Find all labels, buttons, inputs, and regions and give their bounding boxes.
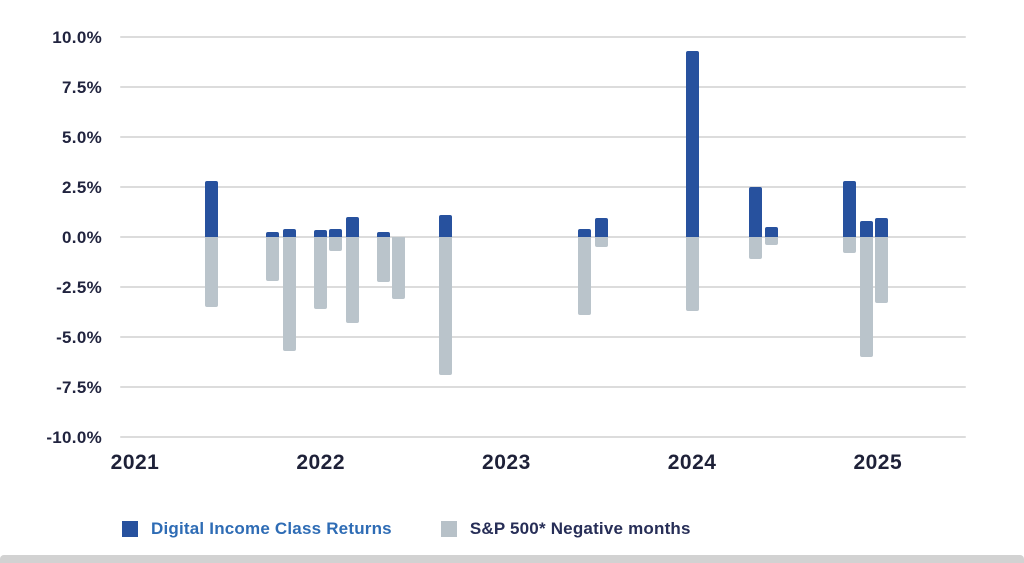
digital-income-bar xyxy=(577,229,591,237)
sp500-negative-bar xyxy=(345,237,359,323)
legend-swatch-digital-income-icon xyxy=(122,521,138,537)
digital-income-bar xyxy=(314,230,328,237)
gridline xyxy=(120,336,966,338)
sp500-negative-bar xyxy=(843,237,857,253)
gridline xyxy=(120,136,966,138)
digital-income-bar xyxy=(282,229,296,237)
gridline xyxy=(120,36,966,38)
gridline xyxy=(120,186,966,188)
sp500-negative-bar xyxy=(282,237,296,351)
digital-income-bar xyxy=(265,232,279,237)
gridline xyxy=(120,86,966,88)
digital-income-bar xyxy=(765,227,779,237)
digital-income-bar xyxy=(377,232,391,237)
sp500-negative-bar xyxy=(438,237,452,375)
sp500-negative-bar xyxy=(329,237,343,251)
x-axis-tick-label: 2023 xyxy=(482,451,531,474)
bottom-divider xyxy=(0,555,1024,563)
digital-income-bar xyxy=(860,221,874,237)
y-axis-tick-label: 10.0% xyxy=(52,28,102,47)
sp500-negative-bar xyxy=(748,237,762,259)
y-axis-tick-label: -7.5% xyxy=(56,378,102,397)
sp500-negative-bar xyxy=(685,237,699,311)
y-axis-tick-label: 2.5% xyxy=(62,178,102,197)
sp500-negative-bar xyxy=(314,237,328,309)
sp500-negative-bar xyxy=(860,237,874,357)
sp500-negative-bar xyxy=(377,237,391,282)
digital-income-bar xyxy=(329,229,343,237)
x-axis-tick-label: 2024 xyxy=(667,451,717,474)
gridline xyxy=(120,386,966,388)
y-axis-tick-label: -10.0% xyxy=(46,428,102,447)
legend-label-digital-income: Digital Income Class Returns xyxy=(151,519,392,538)
sp500-negative-bar xyxy=(265,237,279,281)
x-axis-tick-label: 2025 xyxy=(853,451,903,474)
digital-income-bar xyxy=(685,51,699,237)
chart-legend: Digital Income Class Returns S&P 500* Ne… xyxy=(122,519,691,539)
digital-income-bar xyxy=(345,217,359,237)
legend-item-sp500-negative: S&P 500* Negative months xyxy=(440,519,691,539)
x-axis-tick-label: 2022 xyxy=(296,451,346,474)
digital-income-bar xyxy=(843,181,857,237)
legend-swatch-sp500-icon xyxy=(440,521,457,537)
sp500-negative-bar xyxy=(577,237,591,315)
digital-income-bar xyxy=(875,218,888,237)
digital-income-bar xyxy=(204,181,218,237)
legend-label-sp500-negative: S&P 500* Negative months xyxy=(469,519,691,538)
y-axis-tick-label: 0.0% xyxy=(62,228,102,247)
sp500-negative-bar xyxy=(875,237,888,303)
sp500-negative-bar xyxy=(392,237,406,299)
legend-item-digital-income: Digital Income Class Returns xyxy=(122,519,392,539)
digital-income-bar xyxy=(748,187,762,237)
y-axis-tick-label: -5.0% xyxy=(56,328,102,347)
sp500-negative-bar xyxy=(204,237,218,307)
y-axis-tick-label: 7.5% xyxy=(62,78,102,97)
y-axis-tick-label: -2.5% xyxy=(56,278,102,297)
gridline xyxy=(120,286,966,288)
digital-income-bar xyxy=(438,215,452,237)
x-axis-tick-label: 2021 xyxy=(110,451,160,474)
sp500-negative-bar xyxy=(765,237,779,245)
gridline xyxy=(120,436,966,438)
digital-income-bar xyxy=(594,218,608,237)
gridline xyxy=(120,236,966,238)
sp500-negative-bar xyxy=(594,237,608,247)
y-axis-tick-label: 5.0% xyxy=(62,128,102,147)
